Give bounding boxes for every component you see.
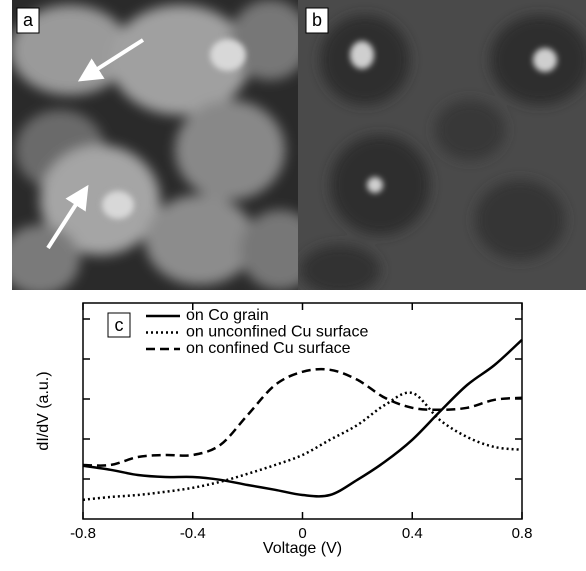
panel-label-box bbox=[107, 312, 131, 338]
x-tick-label: 0.8 bbox=[512, 525, 533, 542]
series-line bbox=[82, 338, 523, 498]
series-line bbox=[82, 391, 523, 502]
image-b bbox=[298, 0, 586, 290]
legend-label: on confined Cu surface bbox=[186, 340, 351, 357]
panel-label: b bbox=[312, 10, 322, 30]
x-tick-label: 0 bbox=[298, 525, 306, 542]
panel-label: a bbox=[23, 10, 34, 30]
legend-label: on Co grain bbox=[186, 307, 269, 324]
panel-label: c bbox=[115, 315, 124, 335]
y-axis-label: dI/dV (a.u.) bbox=[35, 371, 52, 450]
chart: -0.8 -0.4 0 0.4 0.8 Voltage (V) dI/dV (a.u.) c o… bbox=[35, 302, 533, 557]
legend-label: on unconfined Cu surface bbox=[186, 324, 368, 341]
image-a bbox=[12, 0, 298, 290]
panel-label-box bbox=[16, 7, 40, 34]
x-tick-label: -0.8 bbox=[70, 525, 96, 542]
series-line bbox=[82, 367, 523, 467]
x-axis-label: Voltage (V) bbox=[263, 540, 342, 557]
x-tick-label: -0.4 bbox=[180, 525, 206, 542]
panel-label-box bbox=[305, 7, 329, 34]
x-tick-label: 0.4 bbox=[402, 525, 423, 542]
